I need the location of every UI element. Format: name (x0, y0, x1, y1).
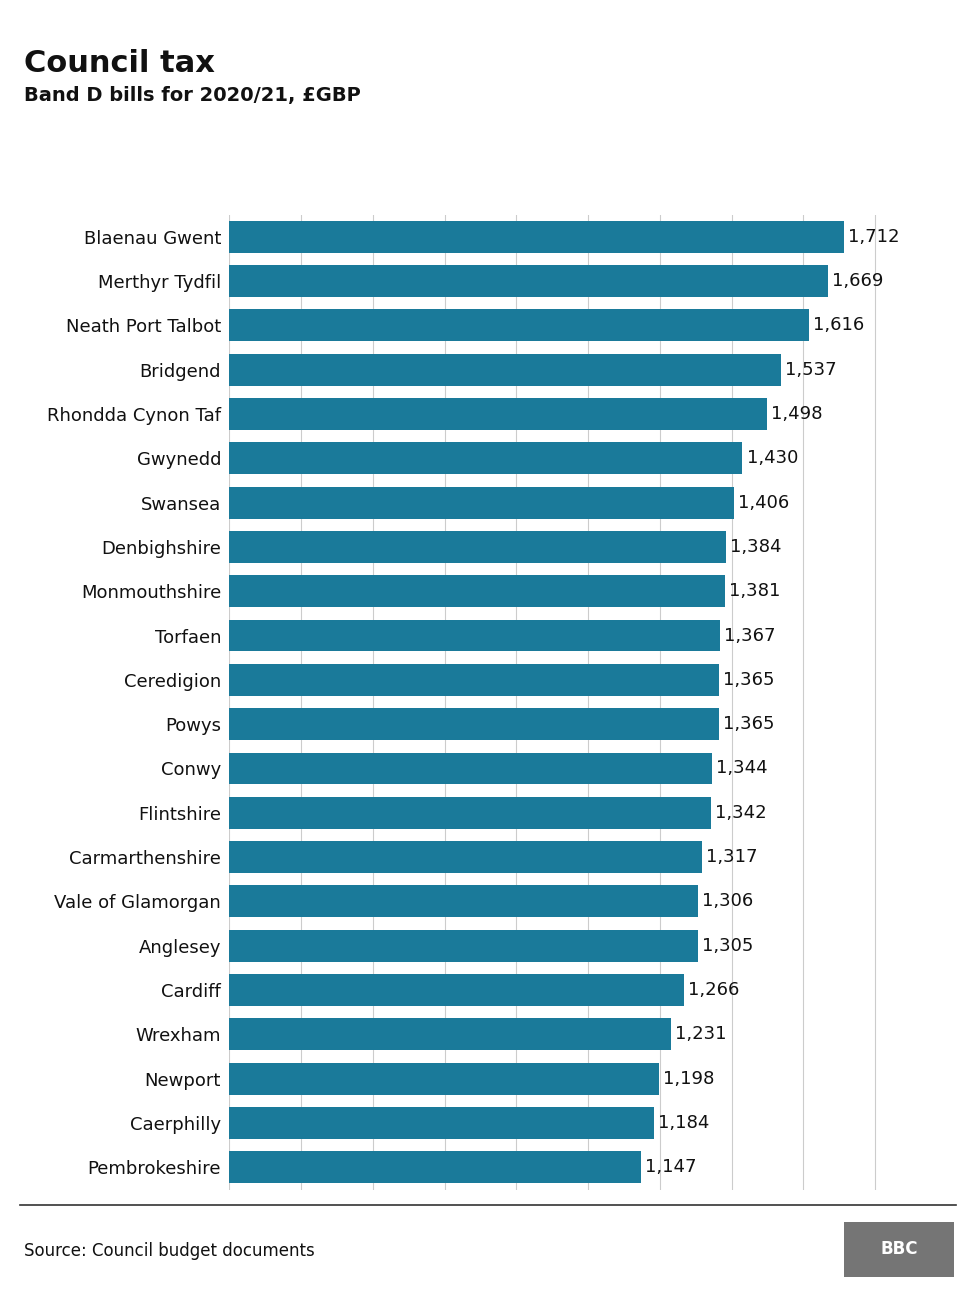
Text: Band D bills for 2020/21, £GBP: Band D bills for 2020/21, £GBP (24, 86, 361, 105)
Bar (229, 708, 719, 740)
Bar (229, 221, 843, 252)
Text: 1,344: 1,344 (715, 759, 767, 777)
Text: 1,498: 1,498 (771, 404, 823, 422)
Bar (229, 442, 743, 474)
Text: 1,306: 1,306 (702, 892, 753, 910)
Bar (229, 664, 719, 696)
Bar (229, 797, 711, 829)
Text: 1,367: 1,367 (724, 627, 776, 645)
Text: 1,430: 1,430 (747, 450, 798, 467)
Text: 1,384: 1,384 (730, 538, 782, 556)
Text: 1,365: 1,365 (723, 715, 775, 733)
Text: Source: Council budget documents: Source: Council budget documents (24, 1242, 315, 1260)
Text: 1,669: 1,669 (833, 272, 884, 290)
Text: 1,342: 1,342 (715, 803, 767, 822)
Text: BBC: BBC (880, 1240, 917, 1258)
Text: 1,365: 1,365 (723, 671, 775, 689)
Bar (229, 1152, 641, 1183)
Text: 1,406: 1,406 (738, 494, 790, 512)
Bar (229, 930, 698, 962)
Text: 1,616: 1,616 (813, 316, 865, 334)
Text: 1,317: 1,317 (706, 848, 757, 866)
Text: 1,266: 1,266 (688, 982, 739, 1000)
Text: 1,147: 1,147 (645, 1158, 697, 1176)
Bar (229, 486, 734, 519)
Bar (229, 885, 698, 918)
Bar (229, 398, 767, 430)
Bar (229, 530, 726, 563)
Bar (229, 309, 809, 341)
Bar (229, 1018, 671, 1050)
Text: 1,231: 1,231 (675, 1026, 727, 1044)
Text: 1,198: 1,198 (664, 1070, 714, 1088)
Bar (229, 1108, 654, 1139)
Text: 1,381: 1,381 (729, 582, 781, 601)
Text: 1,537: 1,537 (785, 360, 836, 378)
Text: 1,712: 1,712 (848, 227, 899, 246)
Bar (229, 620, 719, 651)
Bar (229, 265, 828, 296)
Bar (229, 753, 712, 784)
Text: 1,184: 1,184 (659, 1114, 710, 1132)
Bar (229, 1062, 659, 1095)
Text: 1,305: 1,305 (702, 937, 753, 954)
Bar (229, 974, 683, 1006)
Bar (229, 354, 781, 386)
Bar (229, 575, 725, 607)
Text: Council tax: Council tax (24, 49, 216, 78)
Bar (229, 841, 702, 874)
